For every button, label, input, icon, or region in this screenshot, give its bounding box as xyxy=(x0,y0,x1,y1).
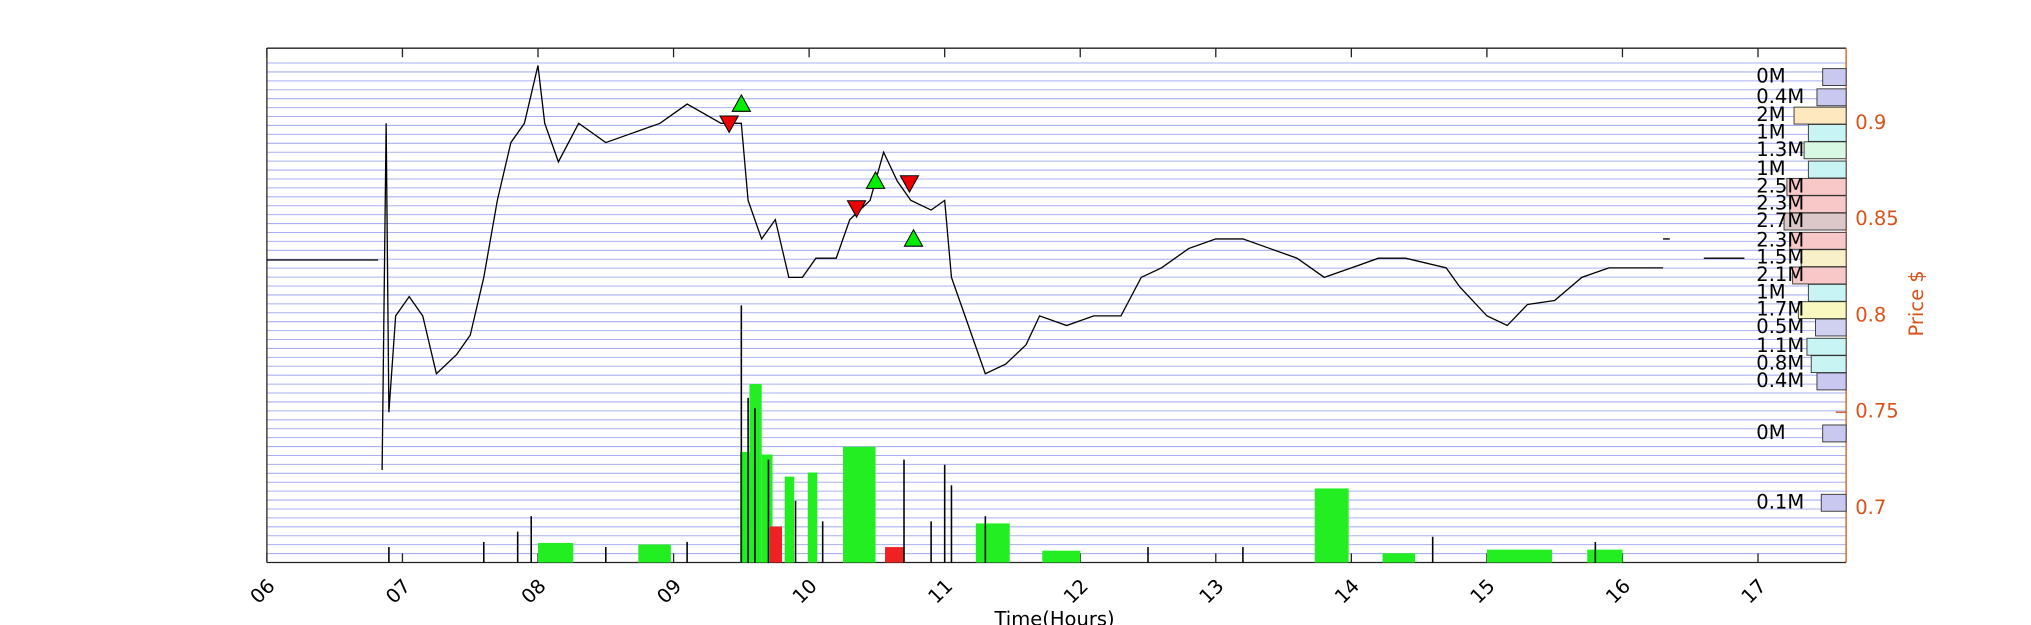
profile-label: 0.8M xyxy=(1756,352,1804,375)
profile-bar xyxy=(1807,283,1847,302)
profile-label: 2.7M xyxy=(1756,209,1804,232)
volume-bar xyxy=(885,547,905,563)
profile-bar xyxy=(1807,160,1847,179)
profile-label: 0.5M xyxy=(1756,315,1804,338)
volume-bar xyxy=(769,526,783,563)
profile-bar xyxy=(1810,355,1847,374)
profile-bar xyxy=(1816,88,1847,107)
x-tick-label: 14 xyxy=(1330,574,1364,608)
volume-bar xyxy=(1042,550,1081,563)
x-tick-label: 06 xyxy=(246,574,280,608)
y-tick-label: 0.9 xyxy=(1855,111,1886,134)
profile-label: 2.5M xyxy=(1756,174,1804,197)
buy-marker xyxy=(903,228,924,247)
profile-bar xyxy=(1822,424,1847,443)
sell-marker xyxy=(719,115,740,134)
profile-bar xyxy=(1793,106,1847,125)
sell-marker xyxy=(899,175,920,194)
volume-bar xyxy=(1382,553,1416,563)
volume-bar xyxy=(975,523,1010,563)
profile-label: 0M xyxy=(1756,65,1785,88)
x-tick-label: 11 xyxy=(923,574,957,608)
volume-bar xyxy=(843,446,876,563)
profile-label: 0.4M xyxy=(1756,85,1804,108)
profile-bar xyxy=(1800,249,1847,268)
profile-bar xyxy=(1816,372,1847,391)
profile-bar xyxy=(1783,212,1847,231)
profile-label: 1M xyxy=(1756,157,1785,180)
y-axis-label: Price $ xyxy=(1905,270,1928,336)
profile-label: 0.1M xyxy=(1756,490,1804,513)
profile-bar xyxy=(1806,337,1847,356)
x-tick-label: 13 xyxy=(1195,574,1229,608)
profile-bar xyxy=(1797,301,1847,320)
profile-label: 1.5M xyxy=(1756,246,1804,269)
profile-bar xyxy=(1803,141,1847,160)
y-tick-label: 0.8 xyxy=(1855,303,1886,326)
profile-label: 2.3M xyxy=(1756,192,1804,215)
x-tick-label: 17 xyxy=(1737,574,1771,608)
y-tick-label: 0.75 xyxy=(1855,400,1898,423)
volume-bar xyxy=(538,542,574,563)
x-tick-label: 07 xyxy=(381,574,415,608)
volume-bar xyxy=(739,451,750,563)
volume-bar xyxy=(784,476,795,563)
x-axis-label: Time(Hours) xyxy=(993,607,1114,625)
profile-bar xyxy=(1822,68,1847,86)
x-tick-label: 12 xyxy=(1059,574,1093,608)
profile-label: 0.4M xyxy=(1756,369,1804,392)
x-tick-label: 16 xyxy=(1601,574,1635,608)
profile-label: 1.7M xyxy=(1756,298,1804,321)
buy-marker xyxy=(731,93,752,112)
sell-marker xyxy=(846,200,867,219)
profile-bar xyxy=(1820,493,1847,512)
profile-label: 2.1M xyxy=(1756,263,1804,286)
profile-label: 0M xyxy=(1756,421,1785,444)
volume-bar xyxy=(807,472,818,563)
profile-bar xyxy=(1815,318,1847,337)
price-line xyxy=(266,65,1745,471)
profile-label: 1.1M xyxy=(1756,334,1804,357)
volume-bar xyxy=(638,544,671,563)
y-tick-label: 0.85 xyxy=(1855,207,1898,230)
profile-label: 2M xyxy=(1756,103,1785,126)
volume-bar xyxy=(1587,549,1623,563)
profile-label: 2.3M xyxy=(1756,228,1804,251)
profile-label: 1.3M xyxy=(1756,138,1804,161)
x-tick-label: 08 xyxy=(517,574,551,608)
volume-bar xyxy=(1314,488,1349,563)
profile-bar xyxy=(1807,124,1847,142)
volume-bar xyxy=(761,454,773,563)
x-tick-label: 15 xyxy=(1466,574,1500,608)
y-tick-label: 0.7 xyxy=(1855,496,1886,519)
profile-label: 1M xyxy=(1756,120,1785,143)
x-tick-label: 09 xyxy=(652,574,686,608)
x-tick-label: 10 xyxy=(788,574,822,608)
buy-marker xyxy=(865,170,886,189)
profile-label: 1M xyxy=(1756,280,1785,303)
volume-bar xyxy=(1486,549,1552,563)
